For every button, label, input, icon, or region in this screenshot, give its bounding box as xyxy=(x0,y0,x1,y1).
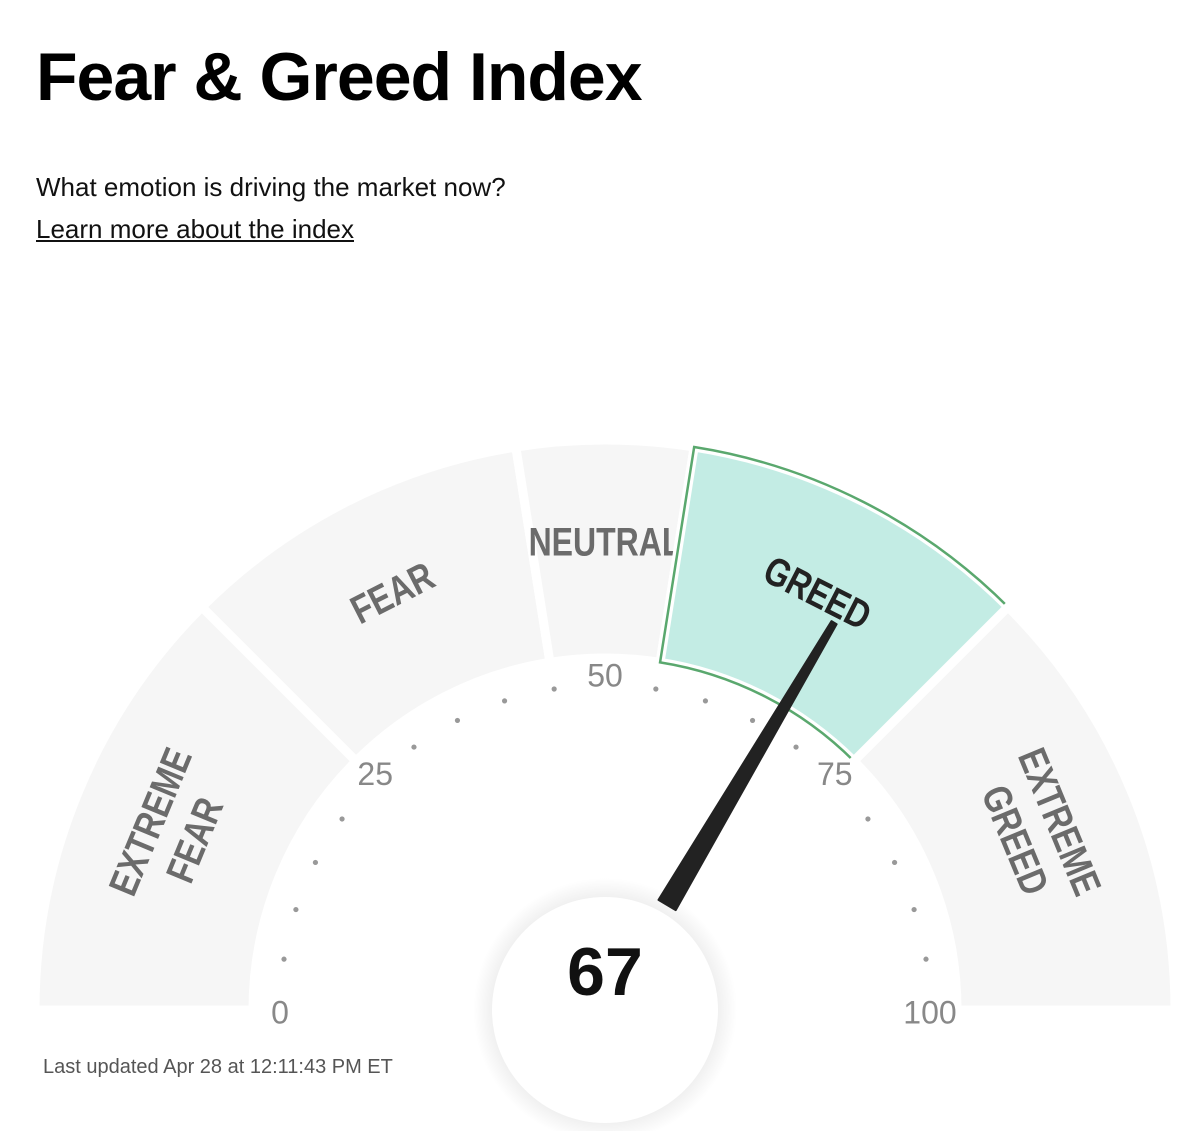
segment-label: NEUTRAL xyxy=(529,519,682,564)
tick-dot xyxy=(454,717,461,724)
tick-dot xyxy=(702,698,709,704)
tick-dot xyxy=(281,956,287,962)
needle xyxy=(657,620,838,912)
tick-dot xyxy=(911,906,917,913)
last-updated: Last updated Apr 28 at 12:11:43 PM ET xyxy=(43,1056,393,1078)
tick-dot xyxy=(339,816,345,822)
tick-dot xyxy=(411,744,417,750)
tick-dot xyxy=(551,686,557,692)
tick-label: 75 xyxy=(817,756,853,792)
tick-dot xyxy=(891,859,898,866)
tick-dot xyxy=(793,744,799,750)
title: Fear & Greed Index xyxy=(36,39,643,115)
tick-dot xyxy=(865,816,871,822)
tick-dot xyxy=(501,698,508,704)
tick-label: 50 xyxy=(587,657,623,693)
segment xyxy=(847,600,1180,1015)
tick-dot xyxy=(923,956,929,962)
tick-dot xyxy=(312,859,319,866)
center xyxy=(492,897,718,1123)
tick-dot xyxy=(293,906,299,913)
tick-label: 100 xyxy=(903,994,956,1030)
value-label: 67 xyxy=(567,934,643,1010)
subtitle: What emotion is driving the market now? xyxy=(36,172,506,202)
segment xyxy=(30,600,363,1015)
learn-more-link[interactable]: Learn more about the index xyxy=(36,214,354,244)
tick-dot xyxy=(749,717,756,724)
tick-label: 0 xyxy=(271,994,289,1030)
tick-label: 25 xyxy=(357,756,393,792)
tick-dot xyxy=(653,686,659,692)
